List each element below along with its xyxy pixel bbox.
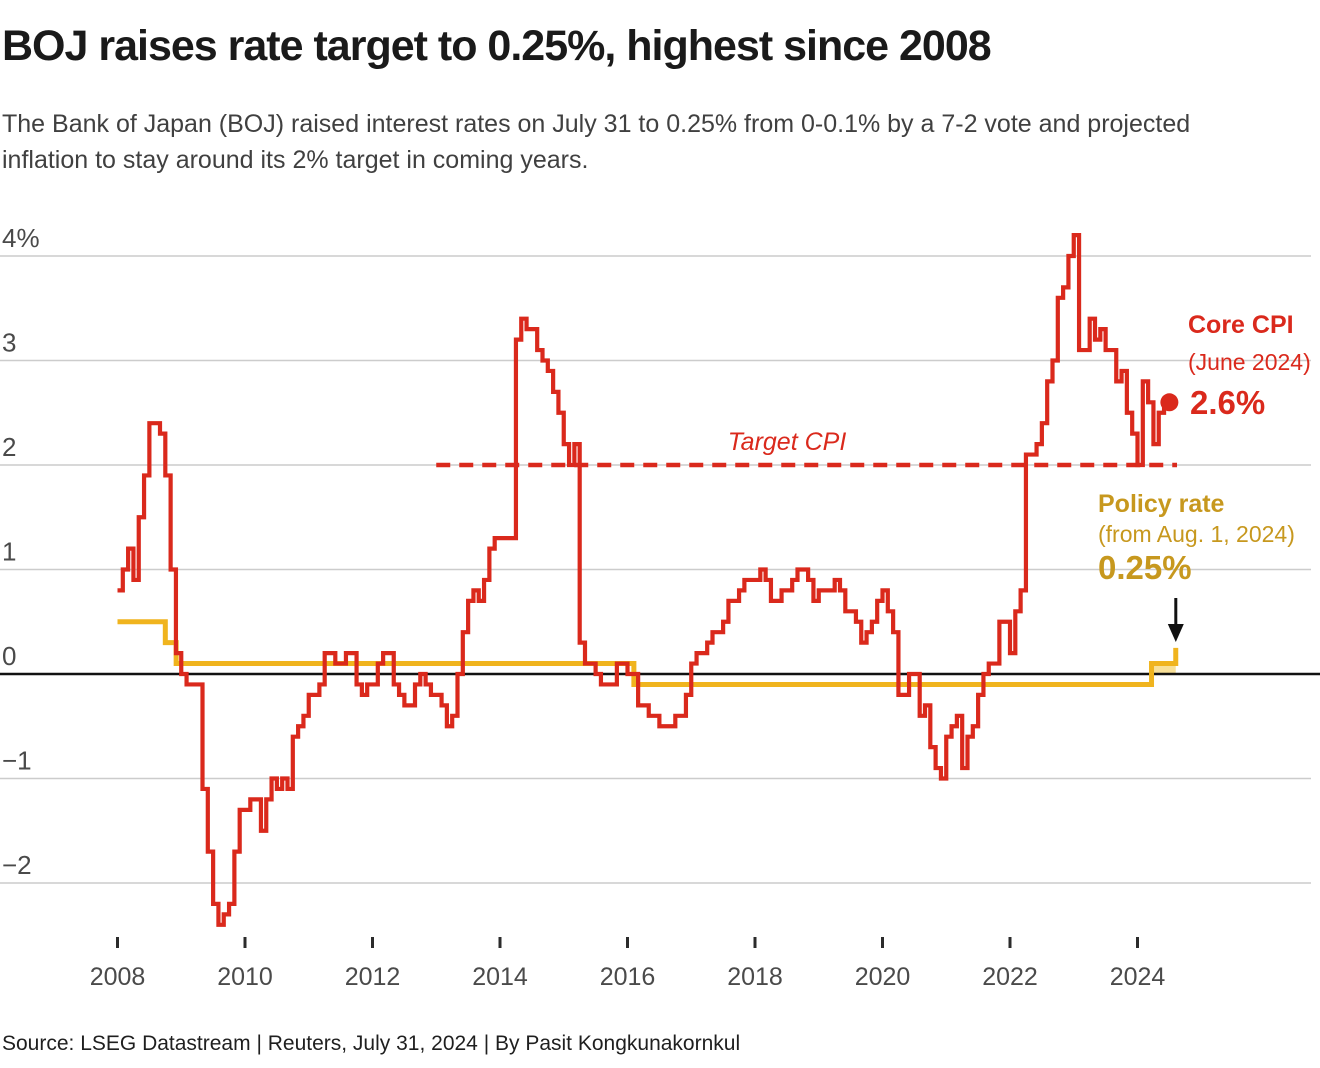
x-axis-label: 2022 [982,963,1038,991]
y-axis-label: −2 [2,850,32,880]
core-cpi-date-label: (June 2024) [1188,349,1311,375]
x-axis-label: 2016 [600,963,656,991]
x-axis-label: 2020 [855,963,911,991]
policy-rate-date-label: (from Aug. 1, 2024) [1098,521,1295,547]
y-axis-label: 2 [2,432,16,462]
x-axis-label: 2010 [217,963,273,991]
chart-container: 4% 3 2 1 0 −1 −2 2008 2010 2012 2014 2016 2018 2020 20… [0,215,1320,1005]
core-cpi-endpoint-dot [1160,393,1179,412]
policy-rate-band [1151,663,1176,674]
down-arrow-icon [1167,598,1184,642]
core-cpi-label: Core CPI [1188,311,1294,339]
core-cpi-value-label: 2.6% [1190,384,1265,421]
core-cpi-line [117,233,1170,927]
x-axis-label: 2008 [90,963,146,991]
cpi-policy-rate-chart: 4% 3 2 1 0 −1 −2 2008 2010 2012 2014 2016 2018 2020 20… [0,223,1320,991]
policy-rate-value-label: 0.25% [1098,549,1192,586]
x-axis-label: 2024 [1110,963,1166,991]
x-axis-label: 2014 [472,963,528,991]
policy-rate-line [117,619,1179,687]
x-axis-label: 2012 [345,963,401,991]
source-attribution: Source: LSEG Datastream | Reuters, July … [2,1032,741,1055]
y-axis-label: 0 [2,641,16,671]
axis-labels: 4% 3 2 1 0 −1 −2 2008 2010 2012 2014 2016 2018 2020 20… [2,223,1165,991]
y-axis-label: 3 [2,328,16,358]
page-subtitle: The Bank of Japan (BOJ) raised interest … [2,110,1191,174]
page-title: BOJ raises rate target to 0.25%, highest… [2,22,992,70]
x-axis-label: 2018 [727,963,783,991]
y-axis-label: 4% [2,223,40,253]
target-cpi-label: Target CPI [728,428,847,456]
y-axis-label: −1 [2,746,32,776]
policy-rate-label: Policy rate [1098,490,1225,518]
y-axis-label: 1 [2,537,16,567]
